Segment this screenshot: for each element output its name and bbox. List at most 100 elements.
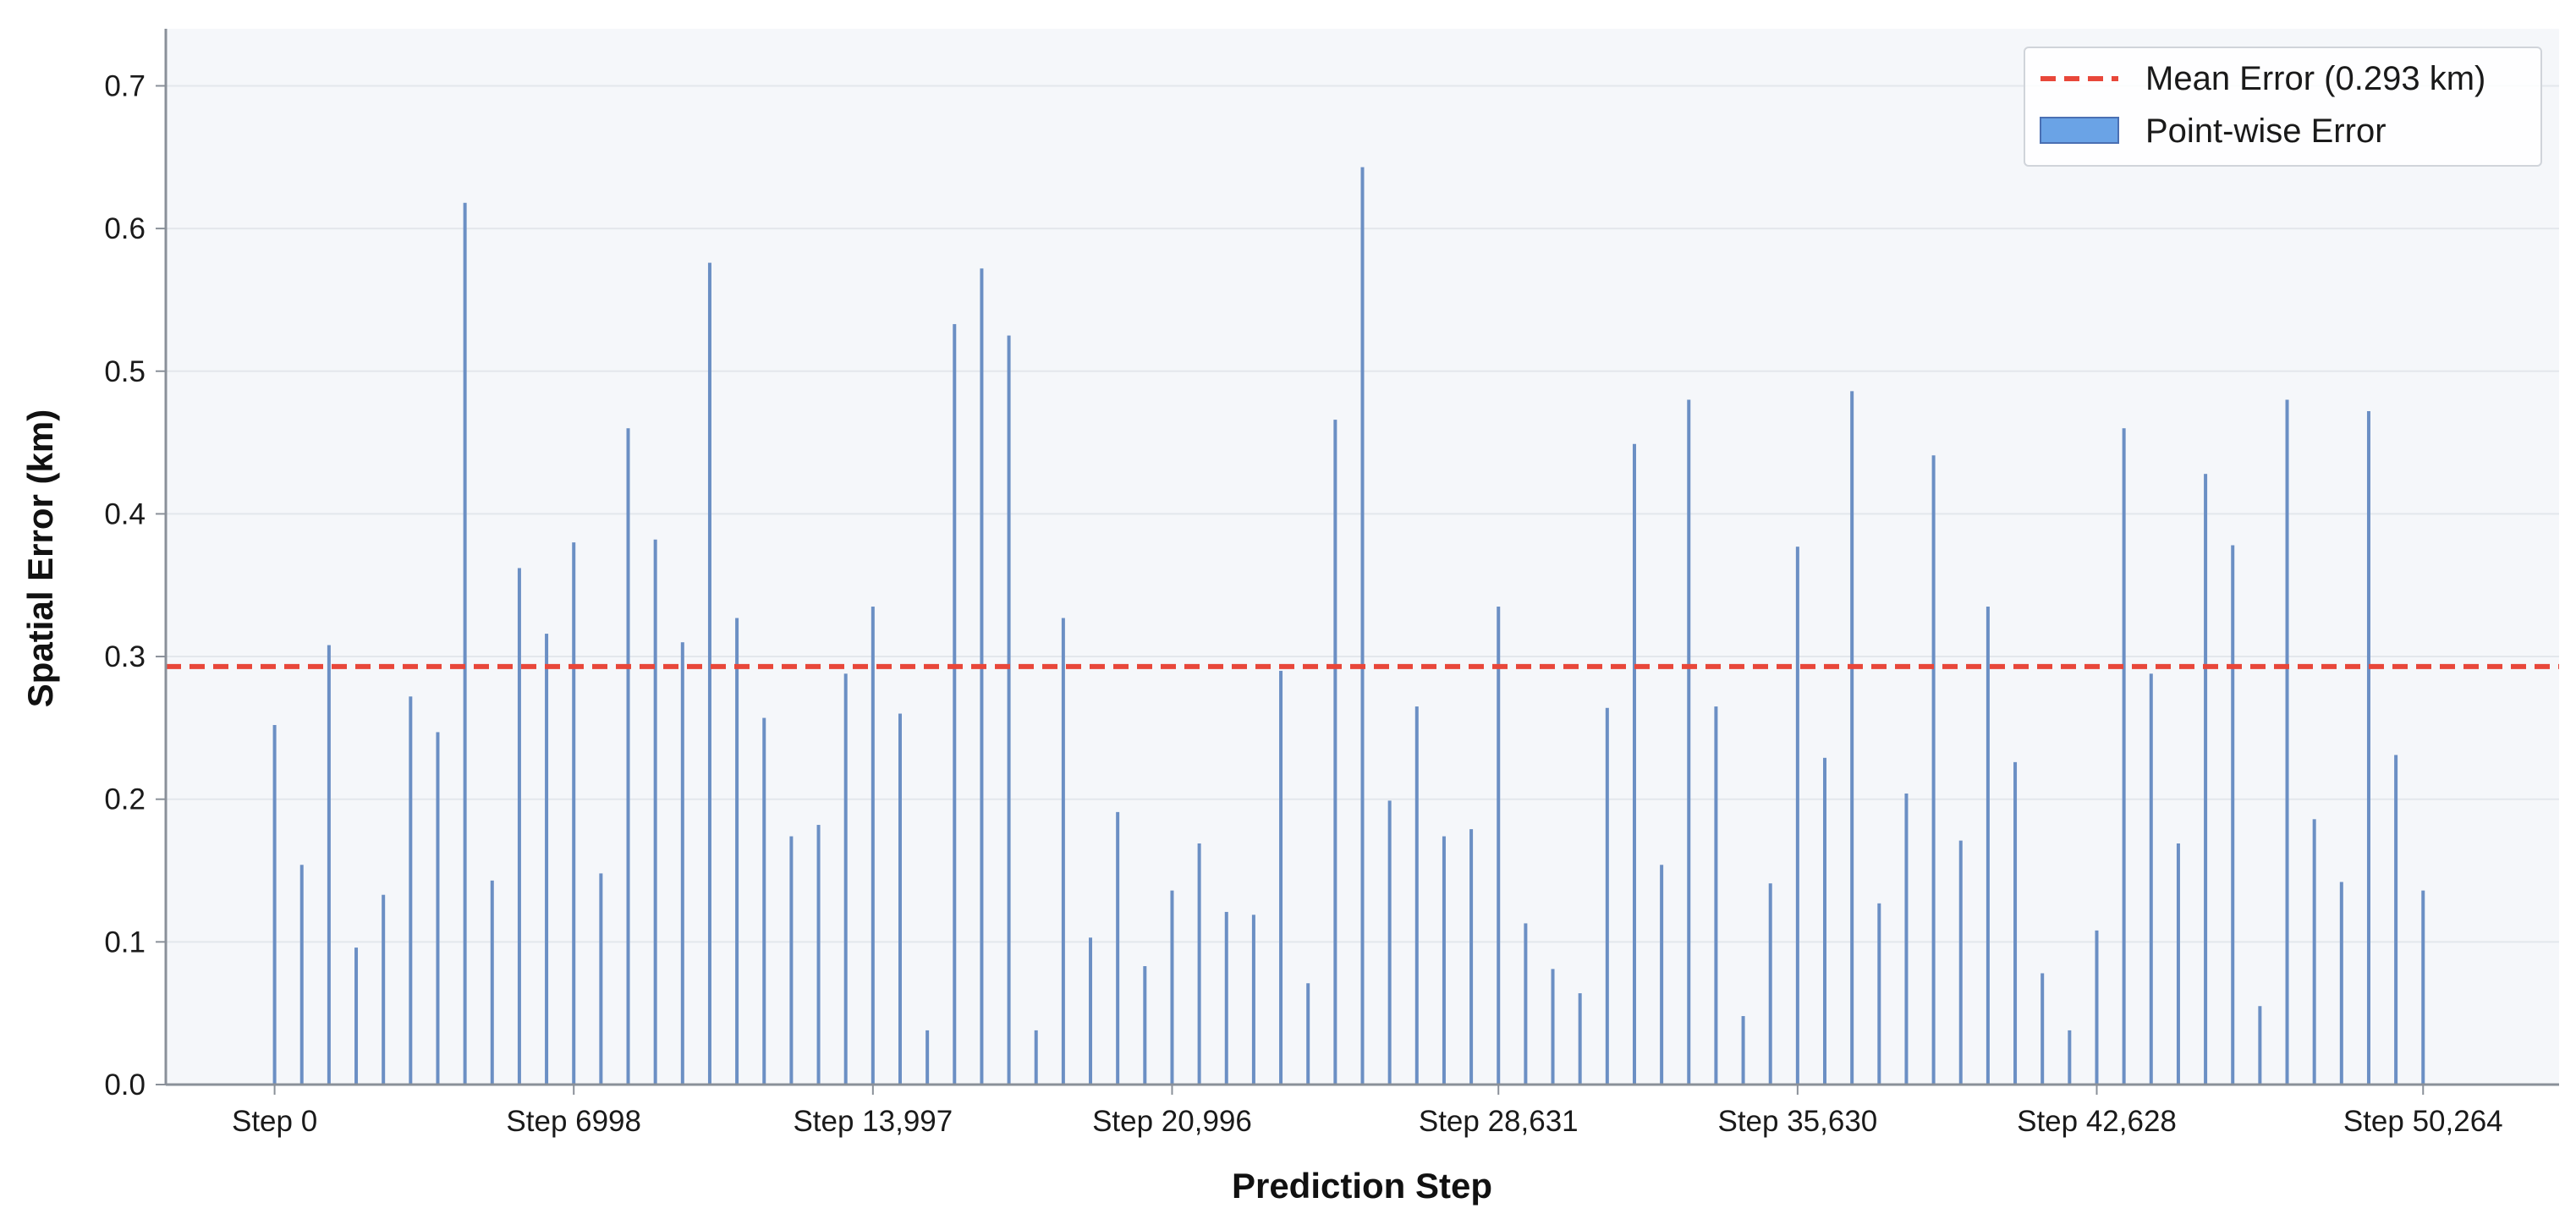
error-bar: [272, 725, 277, 1085]
error-bar: [327, 645, 331, 1085]
y-tick-label: 0.3: [104, 640, 146, 673]
error-bar: [898, 713, 902, 1085]
error-bar: [1279, 670, 1283, 1085]
error-bar: [1007, 335, 1011, 1085]
error-bar: [1034, 1030, 1038, 1085]
error-bar: [1524, 923, 1528, 1085]
legend-mean-label: Mean Error (0.293 km): [2145, 60, 2485, 97]
error-bar: [1469, 829, 1474, 1085]
error-bar: [354, 948, 359, 1085]
error-bar: [436, 732, 440, 1085]
error-bar: [2394, 755, 2398, 1085]
y-tick-label: 0.2: [104, 783, 146, 816]
error-bar: [1551, 969, 1555, 1085]
error-bar: [735, 618, 739, 1085]
error-bar: [626, 428, 630, 1085]
error-bar: [599, 873, 603, 1085]
x-axis-title: Prediction Step: [1232, 1166, 1492, 1206]
error-bar: [2204, 474, 2208, 1085]
legend-box: [2024, 47, 2542, 167]
error-bar: [1795, 547, 1799, 1085]
error-bar: [1741, 1016, 1745, 1085]
error-bar: [2231, 545, 2235, 1085]
y-tick-label: 0.5: [104, 355, 146, 388]
error-bar: [925, 1030, 930, 1085]
error-bar: [382, 894, 386, 1085]
error-bar: [490, 880, 494, 1085]
x-tick-label: Step 35,630: [1717, 1105, 1877, 1138]
y-axis-ticks: 0.0 0.1 0.2 0.3 0.4 0.5 0.6 0.7: [104, 69, 166, 1101]
legend-bar-label: Point-wise Error: [2145, 113, 2387, 150]
error-bar: [2312, 819, 2316, 1085]
error-bar: [1442, 836, 1446, 1085]
error-bar: [1714, 706, 1718, 1085]
error-bar: [1061, 618, 1065, 1085]
error-bar: [409, 696, 413, 1085]
error-bar: [1170, 890, 1174, 1085]
error-bar: [1958, 840, 1963, 1085]
error-bar: [1387, 800, 1392, 1085]
error-bar: [1605, 707, 1609, 1085]
error-bar: [1904, 793, 1909, 1085]
x-tick-label: Step 28,631: [1419, 1105, 1579, 1138]
error-bar: [707, 262, 711, 1085]
error-bar: [1116, 811, 1120, 1085]
error-bar: [980, 268, 984, 1085]
y-tick-label: 0.7: [104, 69, 146, 102]
error-bar: [1251, 915, 1255, 1085]
error-bar: [1224, 911, 1228, 1085]
error-bar: [953, 324, 957, 1085]
error-bar: [1660, 865, 1664, 1085]
error-bar: [789, 836, 794, 1085]
error-bar: [2040, 973, 2045, 1085]
legend-bar-swatch: [2040, 117, 2119, 144]
error-bar: [2421, 890, 2425, 1085]
error-bar: [871, 607, 875, 1085]
error-bar: [2339, 882, 2343, 1085]
error-bar: [1197, 843, 1201, 1085]
error-bar: [1850, 391, 1854, 1085]
error-bar: [2122, 428, 2126, 1085]
y-tick-label: 0.6: [104, 212, 146, 245]
error-bar: [1687, 399, 1691, 1085]
error-bar: [1823, 757, 1827, 1085]
legend: Mean Error (0.293 km) Point-wise Error: [2024, 47, 2542, 167]
error-bar: [2095, 930, 2099, 1085]
error-bar: [463, 202, 467, 1085]
error-bar: [1414, 706, 1419, 1085]
error-bar: [1333, 420, 1337, 1085]
error-bar: [1143, 966, 1147, 1085]
error-bar: [299, 865, 304, 1085]
bars: [272, 167, 2425, 1085]
error-bar: [653, 539, 657, 1085]
error-bar: [1497, 607, 1501, 1085]
error-bar: [2176, 843, 2180, 1085]
error-bar: [572, 542, 576, 1085]
error-bar: [2258, 1006, 2262, 1085]
error-bar: [1360, 167, 1365, 1085]
y-axis-title: Spatial Error (km): [20, 409, 60, 707]
error-bar: [1931, 455, 1936, 1085]
error-bar: [2068, 1030, 2072, 1085]
error-bar: [1986, 607, 1990, 1085]
x-tick-label: Step 50,264: [2343, 1105, 2503, 1138]
error-bar: [1089, 937, 1093, 1085]
error-bar: [1632, 443, 1636, 1085]
x-axis-ticks: Step 0 Step 6998 Step 13,997 Step 20,996 Ste…: [232, 1085, 2503, 1138]
x-tick-label: Step 42,628: [2017, 1105, 2177, 1138]
error-bar: [1877, 903, 1881, 1085]
x-tick-label: Step 6998: [506, 1105, 641, 1138]
x-tick-label: Step 13,997: [793, 1105, 953, 1138]
error-bar: [843, 673, 848, 1085]
error-bar: [680, 642, 684, 1085]
error-bar: [517, 568, 521, 1085]
error-bar: [1578, 993, 1582, 1085]
y-tick-label: 0.1: [104, 926, 146, 959]
error-bar: [545, 634, 549, 1085]
error-bar: [2285, 399, 2289, 1085]
error-bar: [2366, 410, 2370, 1085]
error-bar: [816, 825, 821, 1085]
y-tick-label: 0.4: [104, 497, 146, 530]
error-bar: [762, 717, 766, 1085]
